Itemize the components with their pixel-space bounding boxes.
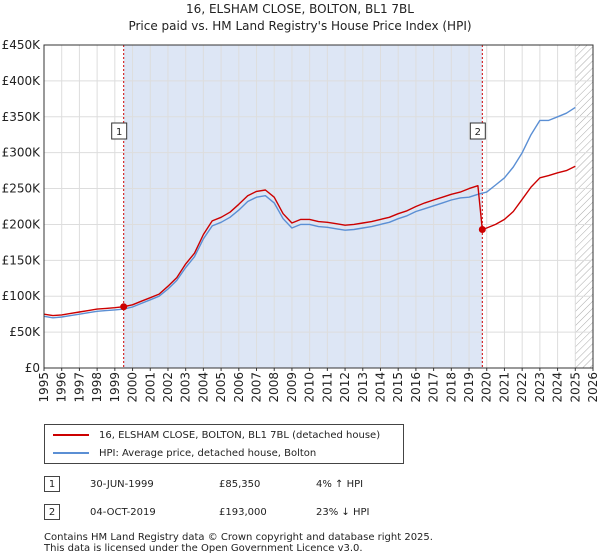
transaction-hpi-delta: 23% ↓ HPI xyxy=(316,507,370,518)
x-tick-label: 2012 xyxy=(338,372,352,403)
x-tick-label: 2004 xyxy=(196,372,210,403)
legend-item-hpi: HPI: Average price, detached house, Bolt… xyxy=(53,445,316,461)
x-tick-label: 2005 xyxy=(214,372,228,403)
transaction-date: 04-OCT-2019 xyxy=(90,507,156,518)
sale-label-box: 1 xyxy=(111,122,128,140)
y-tick-label: £200K xyxy=(2,217,42,231)
forecast-hatch xyxy=(575,45,593,368)
sale-label: 1 xyxy=(116,127,122,138)
x-tick-label: 2000 xyxy=(126,372,140,403)
x-tick-label: 2001 xyxy=(143,372,157,403)
transaction-marker: 1 xyxy=(44,476,60,492)
footer-copyright: Contains HM Land Registry data © Crown c… xyxy=(44,532,433,543)
x-tick-label: 2026 xyxy=(586,372,600,403)
sale-label-frame xyxy=(111,122,128,140)
legend-hpi-label: HPI: Average price, detached house, Bolt… xyxy=(99,447,317,459)
x-tick-label: 2002 xyxy=(161,372,175,403)
legend-property-label: 16, ELSHAM CLOSE, BOLTON, BL1 7BL (detac… xyxy=(99,429,381,441)
x-tick-label: 2007 xyxy=(250,372,264,403)
x-tick-label: 1998 xyxy=(90,372,104,403)
transaction-row: 1 30-JUN-1999 £85,350 4% ↑ HPI xyxy=(44,476,564,496)
chart-title: 16, ELSHAM CLOSE, BOLTON, BL1 7BL xyxy=(186,2,414,16)
x-tick-label: 2016 xyxy=(409,372,423,403)
x-tick-label: 2011 xyxy=(320,372,334,403)
x-tick-label: 2018 xyxy=(444,372,458,403)
transaction-price: £85,350 xyxy=(219,479,261,490)
property-price-line xyxy=(44,165,576,317)
x-tick-label: 2006 xyxy=(232,372,246,403)
y-tick-label: £250K xyxy=(2,182,42,196)
y-tick-label: £50K xyxy=(9,325,41,339)
y-tick-label: £400K xyxy=(2,74,42,88)
transaction-row: 2 04-OCT-2019 £193,000 23% ↓ HPI xyxy=(44,504,564,524)
transaction-price: £193,000 xyxy=(219,507,267,518)
x-tick-label: 1999 xyxy=(108,372,122,403)
x-tick-label: 2023 xyxy=(533,372,547,403)
footer-licence: This data is licensed under the Open Gov… xyxy=(44,543,363,554)
x-tick-label: 2020 xyxy=(480,372,494,403)
legend-hpi-swatch xyxy=(53,452,89,454)
hpi-line xyxy=(44,106,576,319)
x-tick-label: 2008 xyxy=(267,372,281,403)
y-tick-label: £300K xyxy=(2,146,42,160)
x-tick-label: 2019 xyxy=(462,372,476,403)
x-tick-label: 2021 xyxy=(497,372,511,403)
legend: 16, ELSHAM CLOSE, BOLTON, BL1 7BL (detac… xyxy=(44,424,404,464)
legend-property-swatch xyxy=(53,434,89,436)
sale-point xyxy=(120,303,128,311)
x-tick-label: 1995 xyxy=(37,372,51,403)
plot-frame xyxy=(43,44,594,369)
footer: Contains HM Land Registry data © Crown c… xyxy=(44,532,433,554)
x-tick-label: 2013 xyxy=(356,372,370,403)
transaction-date: 30-JUN-1999 xyxy=(90,479,154,490)
transaction-hpi-delta: 4% ↑ HPI xyxy=(316,479,364,490)
y-tick-label: £0 xyxy=(25,361,40,375)
x-tick-label: 2009 xyxy=(285,372,299,403)
y-tick-label: £350K xyxy=(2,110,42,124)
x-tick-label: 2024 xyxy=(551,372,565,403)
legend-item-property: 16, ELSHAM CLOSE, BOLTON, BL1 7BL (detac… xyxy=(53,427,380,443)
sale-label-box: 2 xyxy=(469,122,486,140)
y-tick-label: £450K xyxy=(2,38,42,52)
x-tick-label: 2003 xyxy=(179,372,193,403)
price-chart: 1 2 £0 £50K £100K £150K £200K £250K £300K £350K £4… xyxy=(2,38,600,403)
x-tick-label: 2022 xyxy=(515,372,529,403)
x-tick-label: 2014 xyxy=(373,372,387,403)
chart-subtitle: Price paid vs. HM Land Registry's House … xyxy=(128,19,472,33)
ownership-shade xyxy=(123,45,483,368)
x-tick-label: 2025 xyxy=(568,372,582,403)
y-tick-label: £100K xyxy=(2,289,42,303)
transaction-marker: 2 xyxy=(44,504,60,520)
x-tick-label: 1996 xyxy=(55,372,69,403)
sale-label-frame xyxy=(469,122,486,140)
x-tick-label: 2010 xyxy=(303,372,317,403)
sale-label: 2 xyxy=(475,127,481,138)
x-tick-label: 1997 xyxy=(72,372,86,403)
x-tick-label: 2015 xyxy=(391,372,405,403)
sale-point xyxy=(478,225,486,233)
y-tick-label: £150K xyxy=(2,253,42,267)
x-tick-label: 2017 xyxy=(427,372,441,403)
